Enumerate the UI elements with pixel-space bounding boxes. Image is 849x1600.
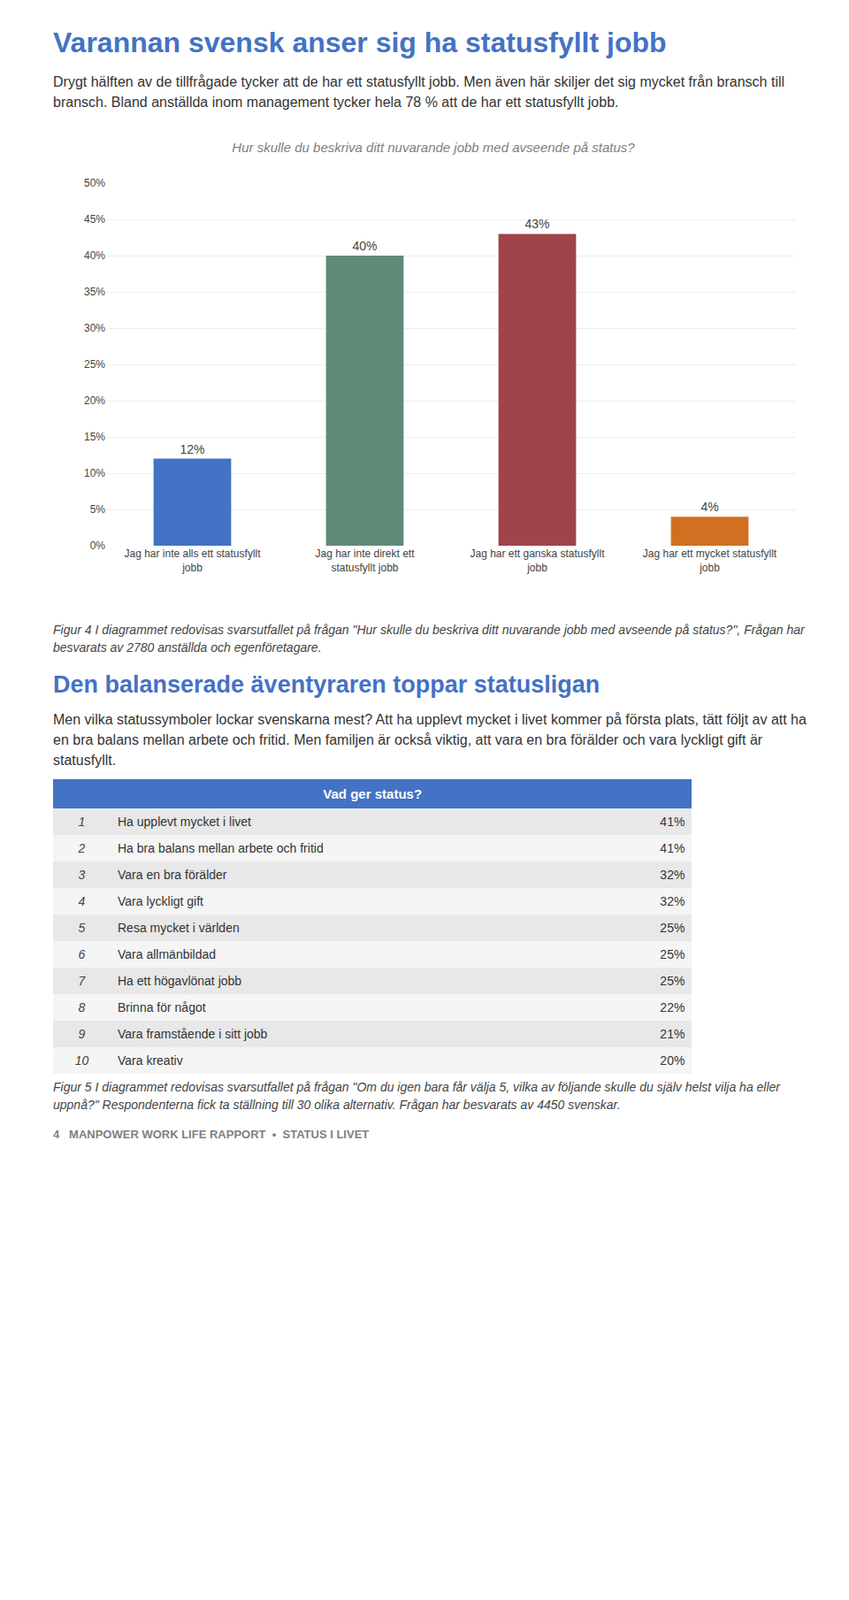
svg-text:40%: 40%: [84, 250, 106, 263]
svg-text:0%: 0%: [90, 540, 107, 553]
html-text:4 MANPOWER WORK LIFE RAPPORT •: 4 MANPOWER WORK LIFE RAPPORT • STATUS I …: [53, 1127, 370, 1142]
svg-text:15%: 15%: [84, 431, 106, 444]
html-text:Figur 5 I diagrammet redovisas: Figur 5 I diagrammet redovisas svarsutfa…: [53, 1079, 781, 1112]
html-text:Ha bra balans mellan arbete oc: Ha bra balans mellan arbete och fritid: [117, 841, 324, 856]
svg-text:30%: 30%: [84, 322, 106, 336]
html-text:32%: 32%: [660, 894, 685, 909]
html-text:Vara framstående i sitt jobb: Vara framstående i sitt jobb: [117, 1026, 268, 1041]
svg-text:Jag har inte alls ett statusfy: Jag har inte alls ett statusfylltjobb: [123, 547, 261, 574]
svg-text:50%: 50%: [84, 177, 106, 191]
html-text:Ha ett högavlönat jobb: Ha ett högavlönat jobb: [117, 973, 242, 988]
html-text:1: 1: [78, 814, 86, 829]
html-text:32%: 32%: [660, 867, 685, 882]
svg-text:5%: 5%: [90, 504, 107, 517]
svg-text:43%: 43%: [524, 217, 550, 232]
svg-text:25%: 25%: [84, 359, 106, 372]
html-text:4: 4: [78, 894, 86, 909]
html-text:Vad ger status?: Vad ger status?: [323, 786, 422, 802]
svg-text:Jag har ett mycket statusfyllt: Jag har ett mycket statusfylltjobb: [642, 547, 778, 574]
html-text:9: 9: [78, 1026, 86, 1041]
html-text:41%: 41%: [660, 814, 685, 829]
html-text:25%: 25%: [660, 947, 685, 962]
svg-text:20%: 20%: [84, 395, 106, 408]
html-text:Figur 4 I diagrammet redovisas: Figur 4 I diagrammet redovisas svarsutfa…: [53, 622, 805, 655]
html-text:Drygt hälften av de tillfrågad: Drygt hälften av de tillfrågade tycker a…: [53, 74, 785, 110]
html-text:Brinna för något: Brinna för något: [117, 1000, 206, 1015]
html-text:Vara en bra förälder: Vara en bra förälder: [117, 867, 227, 882]
html-text:3: 3: [78, 867, 86, 882]
svg-text:40%: 40%: [351, 238, 377, 253]
html-text:8: 8: [78, 1000, 86, 1015]
html-text:Men vilka statussymboler locka: Men vilka statussymboler lockar svenskar…: [53, 711, 807, 768]
svg-text:Hur skulle du beskriva ditt nu: Hur skulle du beskriva ditt nuvarande jo…: [231, 139, 635, 155]
html-text:5: 5: [78, 920, 86, 935]
html-text:6: 6: [78, 947, 86, 962]
html-text:25%: 25%: [660, 973, 685, 988]
html-text:21%: 21%: [660, 1026, 685, 1041]
html-text:2: 2: [78, 841, 86, 856]
html-text:22%: 22%: [660, 1000, 685, 1015]
html-text:25%: 25%: [660, 920, 685, 935]
html-text:Varannan svensk anser sig ha s: Varannan svensk anser sig ha statusfyllt…: [53, 26, 667, 59]
svg-text:4%: 4%: [700, 500, 719, 515]
svg-text:Jag har ett ganska statusfyllt: Jag har ett ganska statusfylltjobb: [469, 547, 605, 574]
svg-text:35%: 35%: [84, 286, 106, 299]
html-text:Vara kreativ: Vara kreativ: [117, 1053, 183, 1068]
svg-text:10%: 10%: [84, 467, 106, 481]
html-text:Ha upplevt mycket i livet: Ha upplevt mycket i livet: [117, 814, 252, 829]
html-text:10: 10: [74, 1053, 89, 1068]
html-text:Vara lyckligt gift: Vara lyckligt gift: [117, 894, 204, 909]
html-text:Resa mycket i världen: Resa mycket i världen: [117, 920, 240, 935]
html-text:7: 7: [78, 973, 86, 988]
html-text:Vara allmänbildad: Vara allmänbildad: [117, 947, 216, 962]
svg-text:12%: 12%: [179, 442, 205, 457]
html-text:Den balanserade äventyraren to: Den balanserade äventyraren toppar statu…: [53, 670, 600, 698]
html-text:41%: 41%: [660, 841, 685, 856]
svg-text:45%: 45%: [84, 214, 106, 227]
html-text:20%: 20%: [660, 1053, 685, 1068]
svg-text:Jag har inte direkt ettstatusf: Jag har inte direkt ettstatusfyllt jobb: [314, 547, 415, 574]
